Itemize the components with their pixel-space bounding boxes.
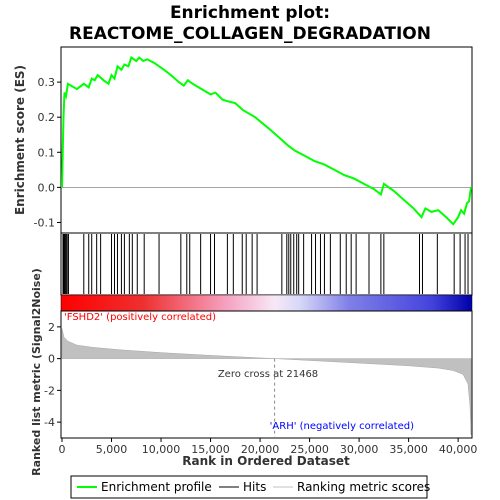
ranked-metric-panel: -4 -2 0 2 'FSHD2' (positively correlated) Z…	[30, 268, 473, 476]
rank-y-tick-label: -4	[44, 416, 55, 429]
x-tick-label: 20,000	[241, 443, 280, 456]
x-tick-label: 40,000	[439, 443, 478, 456]
es-panel: -0.1 0.0 0.1 0.2 0.3 Enrichment score (ES)	[13, 46, 473, 234]
x-tick-label: 10,000	[142, 443, 181, 456]
es-y-axis-label: Enrichment score (ES)	[13, 65, 27, 215]
x-tick-label: 0	[59, 443, 66, 456]
rank-y-ticks: -4 -2 0 2	[44, 321, 61, 429]
rank-y-tick-label: 2	[48, 321, 55, 334]
es-y-ticks: -0.1 0.0 0.1 0.2 0.3	[34, 76, 61, 229]
es-panel-frame	[60, 46, 473, 234]
es-y-tick-label: 0.0	[38, 181, 56, 194]
es-y-tick-label: 0.1	[38, 146, 56, 159]
es-y-tick-label: 0.2	[38, 111, 56, 124]
legend-label-hits: Hits	[243, 480, 266, 494]
x-axis-label: Rank in Ordered Dataset	[182, 454, 350, 468]
es-y-tick-label: 0.3	[38, 76, 56, 89]
positive-correlation-label: 'FSHD2' (positively correlated)	[64, 312, 216, 323]
chart-title-line2: REACTOME_COLLAGEN_DEGRADATION	[69, 24, 431, 44]
rank-y-axis-label: Ranked list metric (Signal2Noise)	[30, 268, 43, 476]
rank-y-tick-label: 0	[48, 353, 55, 366]
zero-cross-label: Zero cross at 21468	[218, 369, 318, 380]
legend-label-enrichment: Enrichment profile	[101, 480, 212, 494]
hits-panel	[60, 232, 473, 296]
legend-label-ranking: Ranking metric scores	[297, 480, 430, 494]
x-tick-label: 30,000	[340, 443, 379, 456]
ranking-metric-area	[61, 328, 472, 435]
x-tick-label: 15,000	[191, 443, 230, 456]
rank-y-tick-label: -2	[44, 384, 55, 397]
legend: Enrichment profile Hits Ranking metric s…	[70, 475, 430, 499]
rank-color-bar	[60, 294, 473, 312]
hits-panel-frame	[60, 232, 473, 296]
legend-frame	[70, 475, 428, 499]
hits-lines	[62, 234, 469, 294]
x-axis-ticks: 0 5,000 10,000 15,000 20,000 25,000 30,000 35,0…	[59, 438, 478, 456]
negative-correlation-label: 'ARH' (negatively correlated)	[270, 421, 414, 432]
x-tick-label: 5,000	[96, 443, 128, 456]
rank-panel-frame	[60, 310, 473, 439]
chart-title-line1: Enrichment plot:	[170, 3, 330, 23]
enrichment-profile-line	[61, 55, 472, 226]
x-tick-label: 25,000	[290, 443, 329, 456]
es-y-tick-label: -0.1	[34, 216, 55, 229]
x-tick-label: 35,000	[389, 443, 428, 456]
